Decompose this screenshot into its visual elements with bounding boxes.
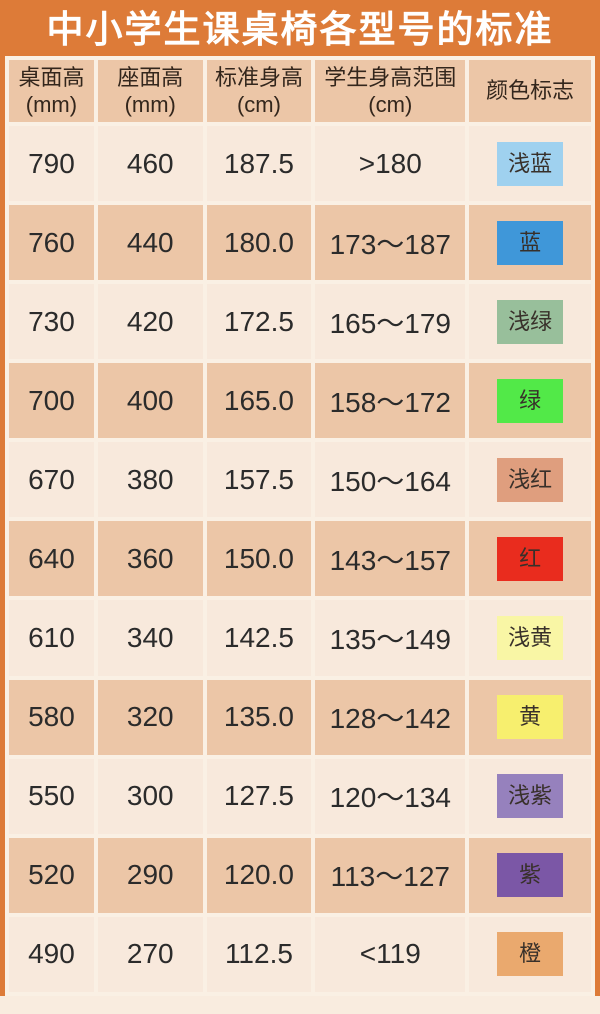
cell-height-range: 150〜164	[315, 442, 466, 518]
cell-desk-height: 640	[9, 521, 94, 597]
color-swatch: 浅蓝	[497, 141, 564, 186]
header-unit: (cm)	[236, 91, 281, 117]
cell-desk-height: 490	[9, 916, 94, 992]
color-swatch: 浅黄	[497, 616, 564, 660]
cell-height-range: 158〜172	[315, 363, 466, 439]
color-swatch: 红	[497, 536, 564, 581]
cell-color-mark: 浅黄	[469, 600, 591, 676]
cell-seat-height: 290	[97, 837, 203, 913]
table-header: 桌面高 (mm) 座面高 (mm) 标准身高 (cm) 学生身高范围 (cm) …	[9, 60, 591, 122]
header-label: 学生身高范围	[324, 65, 457, 91]
cell-standard-height: 157.5	[206, 442, 312, 518]
header-height-range: 学生身高范围 (cm)	[315, 60, 466, 122]
cell-seat-height: 300	[97, 758, 203, 834]
color-swatch: 紫	[497, 853, 564, 898]
cell-height-range: >180	[315, 126, 466, 202]
cell-color-mark: 红	[469, 521, 591, 597]
cell-color-mark: 浅绿	[469, 284, 591, 360]
color-swatch: 橙	[497, 932, 564, 977]
header-standard-height: 标准身高 (cm)	[206, 60, 312, 122]
table-row: 640 360 150.0 143〜157 红	[9, 521, 591, 597]
cell-seat-height: 400	[97, 363, 203, 439]
cell-standard-height: 165.0	[206, 363, 312, 439]
table-row: 580 320 135.0 128〜142 黄	[9, 679, 591, 755]
cell-seat-height: 320	[97, 679, 203, 755]
color-swatch: 黄	[497, 695, 564, 740]
cell-color-mark: 蓝	[469, 205, 591, 281]
cell-standard-height: 135.0	[206, 679, 312, 755]
table-row: 730 420 172.5 165〜179 浅绿	[9, 284, 591, 360]
cell-seat-height: 270	[97, 916, 203, 992]
cell-height-range: 113〜127	[315, 837, 466, 913]
page-title: 中小学生课桌椅各型号的标准	[5, 4, 595, 56]
header-label: 桌面高	[18, 65, 85, 91]
cell-color-mark: 黄	[469, 679, 591, 755]
cell-desk-height: 730	[9, 284, 94, 360]
cell-standard-height: 142.5	[206, 600, 312, 676]
cell-standard-height: 120.0	[206, 837, 312, 913]
cell-seat-height: 440	[97, 205, 203, 281]
cell-standard-height: 172.5	[206, 284, 312, 360]
header-label: 座面高	[117, 65, 184, 91]
cell-height-range: 143〜157	[315, 521, 466, 597]
cell-color-mark: 绿	[469, 363, 591, 439]
color-swatch: 蓝	[497, 220, 564, 265]
header-unit: (cm)	[368, 91, 413, 117]
cell-desk-height: 670	[9, 442, 94, 518]
header-row: 桌面高 (mm) 座面高 (mm) 标准身高 (cm) 学生身高范围 (cm) …	[9, 60, 591, 122]
cell-color-mark: 浅红	[469, 442, 591, 518]
cell-standard-height: 180.0	[206, 205, 312, 281]
color-swatch: 浅绿	[497, 299, 564, 344]
cell-standard-height: 187.5	[206, 126, 312, 202]
table-row: 550 300 127.5 120〜134 浅紫	[9, 758, 591, 834]
desk-chair-standards-table: 桌面高 (mm) 座面高 (mm) 标准身高 (cm) 学生身高范围 (cm) …	[5, 56, 595, 996]
header-unit: (mm)	[124, 91, 176, 117]
cell-color-mark: 紫	[469, 837, 591, 913]
cell-seat-height: 460	[97, 126, 203, 202]
cell-color-mark: 浅蓝	[469, 126, 591, 202]
header-color-mark: 颜色标志	[469, 60, 591, 122]
cell-height-range: 128〜142	[315, 679, 466, 755]
cell-desk-height: 790	[9, 126, 94, 202]
cell-desk-height: 550	[9, 758, 94, 834]
cell-standard-height: 127.5	[206, 758, 312, 834]
cell-seat-height: 360	[97, 521, 203, 597]
cell-height-range: 173〜187	[315, 205, 466, 281]
cell-desk-height: 580	[9, 679, 94, 755]
cell-standard-height: 112.5	[206, 916, 312, 992]
cell-desk-height: 760	[9, 205, 94, 281]
table-row: 520 290 120.0 113〜127 紫	[9, 837, 591, 913]
color-swatch: 浅紫	[497, 774, 564, 819]
cell-seat-height: 340	[97, 600, 203, 676]
cell-desk-height: 610	[9, 600, 94, 676]
cell-color-mark: 橙	[469, 916, 591, 992]
table-row: 700 400 165.0 158〜172 绿	[9, 363, 591, 439]
cell-height-range: <119	[315, 916, 466, 992]
header-unit: (mm)	[25, 91, 78, 117]
cell-desk-height: 520	[9, 837, 94, 913]
table-row: 610 340 142.5 135〜149 浅黄	[9, 600, 591, 676]
table-row: 760 440 180.0 173〜187 蓝	[9, 205, 591, 281]
color-swatch: 浅红	[497, 457, 564, 502]
cell-seat-height: 380	[97, 442, 203, 518]
table-row: 790 460 187.5 >180 浅蓝	[9, 126, 591, 202]
cell-height-range: 120〜134	[315, 758, 466, 834]
header-label: 标准身高	[214, 65, 303, 91]
header-seat-height: 座面高 (mm)	[97, 60, 203, 122]
table-row: 490 270 112.5 <119 橙	[9, 916, 591, 992]
header-label: 颜色标志	[486, 78, 575, 104]
cell-seat-height: 420	[97, 284, 203, 360]
color-swatch: 绿	[497, 378, 564, 423]
header-desk-height: 桌面高 (mm)	[9, 60, 94, 122]
cell-desk-height: 700	[9, 363, 94, 439]
cell-color-mark: 浅紫	[469, 758, 591, 834]
table-row: 670 380 157.5 150〜164 浅红	[9, 442, 591, 518]
cell-height-range: 135〜149	[315, 600, 466, 676]
cell-height-range: 165〜179	[315, 284, 466, 360]
cell-standard-height: 150.0	[206, 521, 312, 597]
table-body: 790 460 187.5 >180 浅蓝 760 440 180.0 173〜…	[9, 126, 591, 992]
